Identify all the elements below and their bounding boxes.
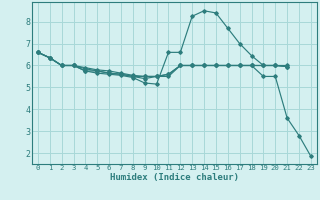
X-axis label: Humidex (Indice chaleur): Humidex (Indice chaleur) [110, 173, 239, 182]
